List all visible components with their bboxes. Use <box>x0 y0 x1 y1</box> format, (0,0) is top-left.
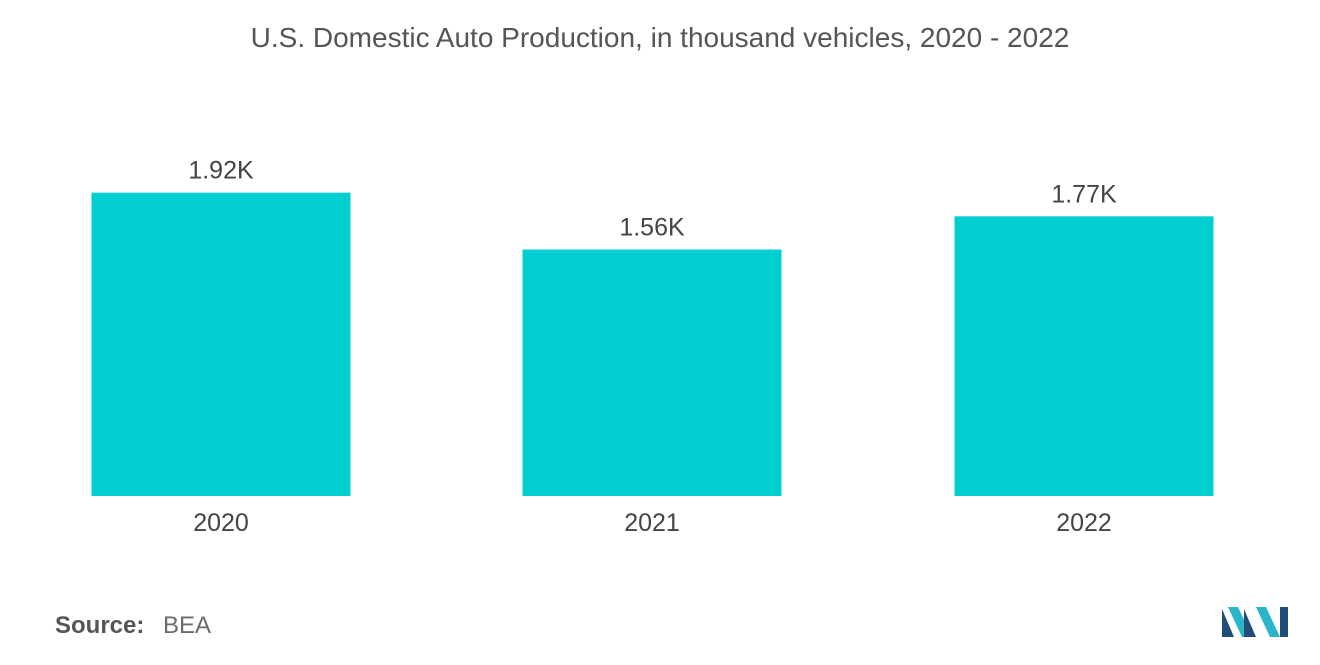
chart-title: U.S. Domestic Auto Production, in thousa… <box>250 22 1070 53</box>
bar-2021 <box>522 249 782 496</box>
x-tick-label-2022: 2022 <box>1056 509 1112 537</box>
source-label: Source: <box>55 612 145 639</box>
data-label-2021: 1.56K <box>619 214 685 242</box>
source-value: BEA <box>163 612 212 639</box>
source-note: Source: BEA <box>55 612 211 640</box>
bar-2022 <box>954 216 1214 496</box>
mordor-intelligence-logo-icon <box>1222 607 1288 637</box>
x-tick-label-2020: 2020 <box>193 509 249 537</box>
x-tick-label-2021: 2021 <box>624 509 680 537</box>
bar-2020 <box>91 192 351 496</box>
data-label-2020: 1.92K <box>188 157 254 185</box>
data-label-2022: 1.77K <box>1051 180 1117 208</box>
